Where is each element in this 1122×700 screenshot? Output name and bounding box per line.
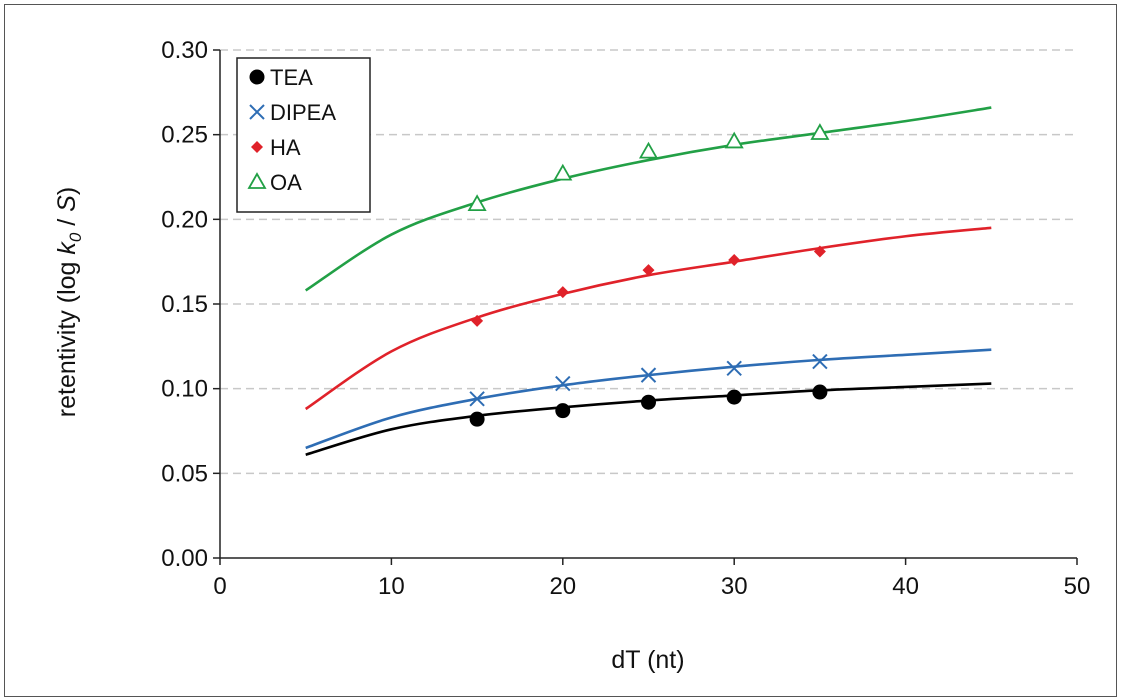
y-tick-label: 0.30: [161, 37, 208, 64]
legend: TEA DIPEA HA OA: [236, 57, 371, 213]
legend-tea-label: TEA: [270, 65, 313, 90]
x-axis-title: dT (nt): [611, 646, 684, 674]
y-tick-label: 0.25: [161, 122, 208, 149]
tea-data-point: [812, 384, 828, 400]
dipea-data-point: [812, 353, 828, 370]
legend-ha-marker: [251, 141, 263, 153]
y-axis-title-close: ): [53, 187, 81, 195]
oa-data-point: [638, 141, 659, 159]
ha-data-point: [813, 245, 826, 258]
ha-data-point: [471, 314, 484, 327]
y-tick-label: 0.20: [161, 206, 208, 233]
x-tick-label: 0: [213, 573, 226, 600]
y-axis-title-part-1: retentivity (log: [53, 255, 81, 418]
dipea-data-point: [555, 375, 571, 392]
oa-data-point: [553, 163, 573, 181]
x-tick-label: 20: [549, 573, 576, 600]
y-axis-title: retentivity (log k0 / S): [53, 187, 85, 417]
legend-ha-label: HA: [270, 135, 301, 160]
y-tick-label: 0.05: [161, 460, 208, 487]
figure-frame: [4, 4, 1117, 697]
y-tick-label: 0.10: [161, 376, 208, 403]
x-tick-label: 40: [892, 573, 919, 600]
dipea-data-point: [640, 367, 657, 383]
ha-data-point: [728, 253, 741, 266]
oa-data-point: [724, 131, 744, 149]
y-axis-title-slash: /: [53, 212, 81, 233]
y-tick-label: 0.15: [161, 291, 208, 318]
legend-oa-label: OA: [270, 170, 302, 195]
oa-data-point: [467, 194, 487, 211]
dipea-data-point: [726, 360, 742, 377]
oa-fit-curve: [304, 106, 992, 292]
y-axis-title-s: S: [53, 195, 81, 212]
tick-labels: 0.00 0.05 0.10 0.15 0.20 0.25 0.30 0 10 20 30 40 50: [161, 37, 1090, 600]
ha-fit-curve: [304, 226, 992, 411]
y-axis-title-subscript: 0: [66, 232, 85, 242]
ha-data-point: [556, 286, 569, 299]
x-tick-label: 50: [1064, 573, 1091, 600]
x-tick-label: 10: [378, 573, 405, 600]
tea-data-point: [726, 389, 742, 405]
dipea-data-point: [469, 391, 485, 407]
y-axis-title-k: k: [53, 241, 81, 255]
tea-fit-curve: [305, 382, 992, 456]
y-tick-label: 0.00: [161, 545, 208, 572]
x-tick-label: 30: [721, 573, 748, 600]
ha-data-point: [642, 264, 655, 277]
legend-dipea-label: DIPEA: [270, 100, 336, 125]
tea-data-point: [641, 394, 656, 410]
legend-tea-marker: [249, 69, 265, 85]
legend-dipea-marker: [249, 104, 265, 120]
tea-data-point: [555, 403, 571, 419]
legend-oa-marker: [247, 172, 267, 189]
tea-data-point: [469, 411, 485, 427]
data-points: [467, 123, 830, 427]
oa-data-point: [810, 123, 830, 140]
